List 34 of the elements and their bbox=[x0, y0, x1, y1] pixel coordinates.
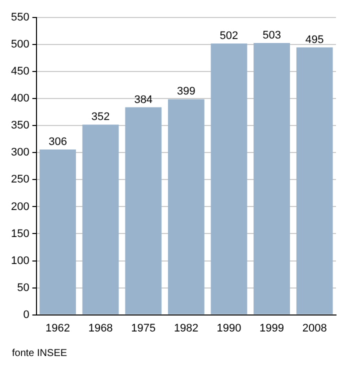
data-label: 502 bbox=[220, 30, 238, 42]
bar bbox=[40, 149, 76, 314]
y-tick-label: 100 bbox=[10, 254, 30, 267]
y-tick-label: 450 bbox=[10, 66, 30, 78]
x-tick-label: 2008 bbox=[302, 322, 327, 334]
data-label: 503 bbox=[262, 30, 281, 42]
data-label: 352 bbox=[91, 111, 110, 124]
y-tick-label: 0 bbox=[23, 308, 30, 321]
y-tick-label: 50 bbox=[17, 282, 30, 294]
bar bbox=[296, 47, 333, 314]
x-tick-label: 1990 bbox=[216, 322, 242, 334]
y-tick-label: 550 bbox=[10, 12, 30, 24]
y-tick-label: 250 bbox=[10, 174, 30, 186]
y-tick-label: 350 bbox=[10, 120, 30, 132]
source-note: fonte INSEE bbox=[12, 348, 68, 359]
bar bbox=[125, 107, 162, 314]
data-label: 384 bbox=[134, 94, 153, 106]
x-tick-label: 1982 bbox=[174, 322, 198, 334]
data-label: 399 bbox=[176, 86, 196, 98]
y-tick-label: 400 bbox=[10, 92, 30, 105]
y-tick-label: 200 bbox=[10, 200, 30, 213]
x-tick-label: 1999 bbox=[260, 322, 284, 334]
y-tick-label: 150 bbox=[10, 228, 30, 240]
data-label: 495 bbox=[305, 34, 324, 46]
bar bbox=[168, 99, 204, 314]
bar bbox=[210, 44, 248, 314]
x-tick-label: 1962 bbox=[46, 322, 70, 334]
bar bbox=[254, 42, 290, 314]
bar bbox=[82, 124, 119, 314]
data-label: 306 bbox=[48, 136, 67, 148]
y-tick-label: 500 bbox=[10, 38, 30, 51]
x-tick-label: 1975 bbox=[131, 322, 156, 334]
y-tick-label: 300 bbox=[10, 146, 30, 159]
x-tick-label: 1968 bbox=[88, 322, 113, 334]
